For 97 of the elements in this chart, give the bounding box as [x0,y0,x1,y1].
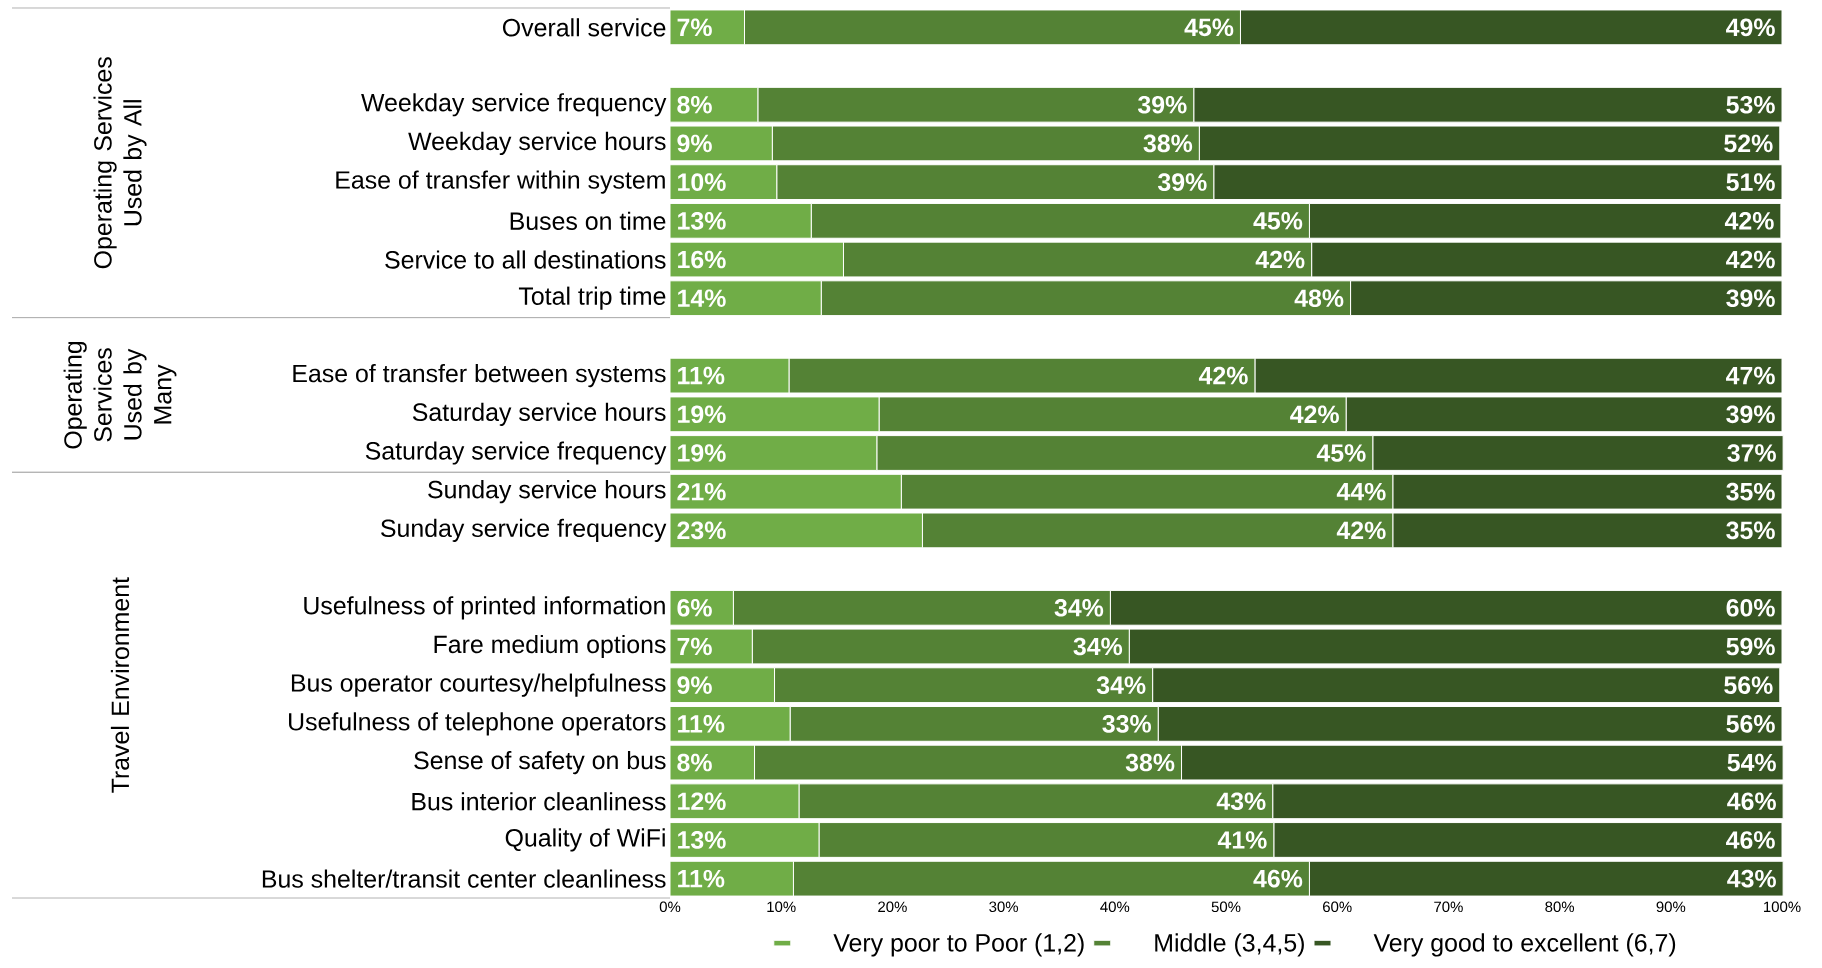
legend-label: Very poor to Poor (1,2) [833,933,1084,957]
x-tick-label: 60% [1323,901,1352,913]
data-label: 42% [1336,521,1386,540]
data-label: 19% [678,405,726,424]
data-label: 34% [1096,676,1146,694]
data-label: 42% [1290,405,1339,424]
data-label: 42% [1726,250,1775,269]
text: Travel Environment [110,577,130,793]
x-tick-label: 100% [1764,901,1801,913]
y-tick-label: Total trip time [518,286,666,310]
y-tick-label: Bus operator courtesy/helpfulness [291,673,666,697]
y-tick-label: Saturday service frequency [365,441,667,465]
y-tick-label: Sunday service frequency [381,518,667,543]
data-label: 47% [1726,366,1775,385]
data-label: 51% [1726,173,1775,191]
data-label: 38% [1125,753,1175,772]
data-label: 9% [677,676,712,694]
data-label: 8% [677,95,712,114]
data-label: 16% [678,250,726,269]
data-label: 46% [1726,831,1775,849]
y-tick-label: Quality of WiFi [505,828,665,852]
text: Operating Services Used by Many [63,341,177,449]
y-tick-label: Service to all destinations [385,250,666,269]
y-tick-label: Usefulness of telephone operators [289,712,666,736]
data-label: 7% [677,637,712,656]
y-tick-label: Overall service [502,18,666,37]
data-label: 12% [678,792,726,811]
data-label: 45% [1253,212,1303,230]
data-label: 35% [1726,482,1775,501]
data-label: 46% [1727,792,1776,811]
data-label: 35% [1726,521,1775,540]
data-label: 49% [1726,18,1775,37]
legend-label: Middle (3,4,5) [1155,933,1304,957]
data-label: 45% [1316,444,1366,462]
data-label: 59% [1726,637,1775,656]
legend-label: Very good to excellent (6,7) [1373,933,1676,957]
data-label: 19% [678,444,726,462]
x-tick-label: 50% [1211,901,1241,913]
data-label: 33% [1102,715,1151,733]
data-label: 43% [1216,792,1266,811]
data-label: 34% [1054,598,1104,617]
x-tick-label: 30% [989,901,1019,913]
data-label: 11% [678,869,725,888]
y-tick-label: Usefulness of printed information [304,596,665,620]
x-tick-label: 40% [1100,901,1130,913]
data-label: 53% [1726,95,1775,114]
x-tick-label: 10% [767,901,796,913]
y-tick-label: Weekday service hours [408,131,666,156]
data-label: 21% [677,482,726,501]
data-label: 52% [1724,134,1773,153]
data-label: 11% [678,715,725,733]
data-label: 39% [1137,95,1187,114]
data-label: 46% [1253,869,1303,888]
data-label: 41% [1217,831,1267,849]
data-label: 43% [1727,869,1776,888]
data-label: 13% [678,831,726,849]
y-tick-label: Bus interior cleanliness [412,792,666,811]
text: Operating Services Used by All [93,57,147,269]
data-label: 7% [677,18,712,37]
data-label: 8% [677,753,712,772]
data-label: 34% [1073,637,1123,656]
data-label: 6% [677,598,712,617]
y-tick-label: Buses on time [510,211,666,230]
x-tick-label: 20% [878,901,907,913]
y-tick-label: Ease of transfer between systems [293,364,666,388]
data-label: 42% [1724,212,1774,230]
y-tick-label: Weekday service frequency [361,93,667,117]
y-tick-label: Saturday service hours [412,402,666,426]
x-tick-label: 70% [1434,901,1463,913]
data-label: 42% [1255,250,1305,269]
data-label: 14% [678,289,726,307]
data-label: 39% [1157,173,1207,191]
data-label: 45% [1184,18,1234,37]
data-label: 13% [678,211,726,230]
data-label: 56% [1724,676,1773,694]
x-tick-label: 90% [1656,901,1686,913]
x-tick-label: 0% [659,901,681,913]
y-tick-label: Sunday service hours [428,480,666,504]
y-tick-label: Ease of transfer within system [336,170,665,194]
data-label: 9% [677,134,712,153]
data-label: 54% [1727,753,1776,772]
data-label: 11% [678,366,725,385]
data-label: 37% [1727,444,1776,462]
x-tick-label: 80% [1545,901,1575,913]
data-label: 44% [1336,482,1386,501]
y-tick-label: Fare medium options [434,634,666,659]
data-label: 56% [1726,715,1775,733]
data-label: 60% [1726,598,1775,617]
y-tick-label: Bus shelter/transit center cleanliness [262,869,666,888]
data-label: 42% [1198,366,1248,385]
y-tick-label: Sense of safety on bus [414,750,666,775]
data-label: 39% [1726,405,1775,424]
data-label: 48% [1294,289,1344,308]
data-label: 38% [1143,134,1193,153]
data-label: 23% [677,521,726,540]
data-label: 10% [678,173,726,191]
data-label: 39% [1726,289,1775,308]
